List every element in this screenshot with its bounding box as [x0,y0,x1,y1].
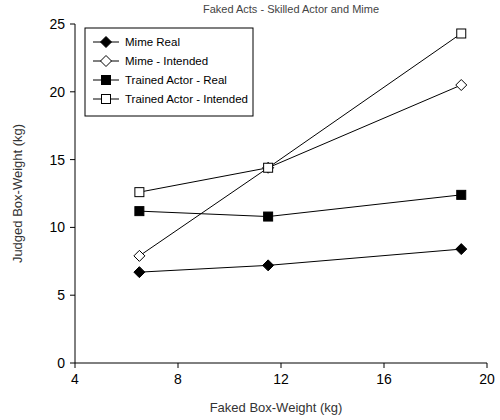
x-tick [487,363,488,368]
y-tick [70,24,75,25]
y-tick [70,227,75,228]
legend-marker [102,76,111,85]
x-tick-label: 20 [479,371,495,387]
y-tick-label: 20 [49,84,65,100]
series-line [139,249,461,272]
y-axis-title: Judged Box-Weight (kg) [10,124,25,263]
y-tick [70,363,75,364]
series-line [139,195,461,217]
legend-label: Trained Actor - Real [125,74,227,86]
x-tick-label: 8 [174,371,182,387]
series-marker [134,267,145,278]
series-marker [456,80,467,91]
series-marker [134,250,145,261]
x-tick [281,363,282,368]
y-tick-label: 0 [57,355,65,371]
chart-container: Faked Acts - Skilled Actor and Mime 0 5 10 1… [0,0,500,420]
chart-svg: Faked Acts - Skilled Actor and Mime 0 5 10 1… [0,0,500,420]
y-axis-line [75,24,76,363]
legend-label: Mime - Intended [125,55,208,67]
legend-box [85,28,253,116]
series-marker [456,244,467,255]
series-marker [457,190,466,199]
legend-marker [101,56,112,67]
series-marker [264,212,273,221]
x-axis-title: Faked Box-Weight (kg) [210,400,343,415]
y-tick [70,91,75,92]
y-tick [70,295,75,296]
y-tick-label: 25 [49,16,65,32]
series-marker [264,163,273,172]
series-marker [135,207,144,216]
y-tick-label: 15 [49,152,65,168]
legend-label: Trained Actor - Intended [125,93,248,105]
x-tick [384,363,385,368]
legend-marker [101,37,112,48]
series-marker [457,29,466,38]
y-tick-label: 10 [49,219,65,235]
series-marker [263,162,274,173]
series-marker [135,188,144,197]
x-tick-label: 12 [273,371,289,387]
y-tick-label: 5 [57,287,65,303]
legend-label: Mime Real [125,36,180,48]
y-tick [70,159,75,160]
chart-title: Faked Acts - Skilled Actor and Mime [203,3,379,15]
legend: Mime Real Mime - Intended Trained Actor - … [85,28,253,116]
x-tick-label: 4 [71,371,79,387]
legend-marker [102,95,111,104]
x-tick-label: 16 [376,371,392,387]
series-marker [263,260,274,271]
x-tick [75,363,76,368]
x-tick [178,363,179,368]
